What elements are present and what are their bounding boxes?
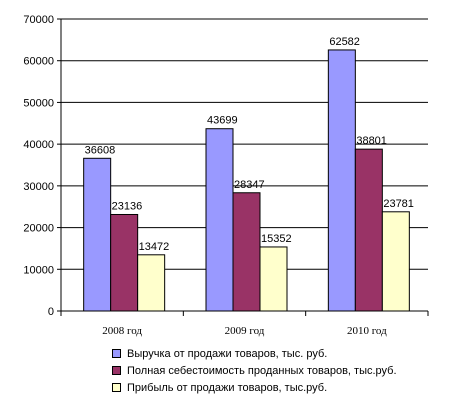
y-axis: 0 10000 20000 30000 40000 50000 60000 70000 — [23, 14, 62, 318]
x-tick-label: 2009 год — [225, 325, 265, 337]
bar — [354, 148, 383, 312]
y-tick-label: 50000 — [23, 97, 54, 109]
data-label: 23781 — [383, 198, 414, 210]
y-tick-label: 10000 — [23, 264, 54, 276]
legend-item: Полная себестоимость проданных товаров, … — [112, 362, 397, 379]
bar — [259, 246, 288, 312]
legend-item: Выручка от продажи товаров, тыс. руб. — [112, 345, 397, 362]
data-label: 38801 — [356, 135, 387, 147]
bar-chart: 0 10000 20000 30000 40000 50000 60000 70000 366… — [23, 14, 429, 337]
bar — [137, 254, 166, 312]
bar — [83, 157, 112, 312]
bars — [83, 49, 410, 312]
bar — [327, 49, 356, 312]
data-label: 28347 — [234, 179, 265, 191]
legend: Выручка от продажи товаров, тыс. руб. Пол… — [112, 345, 397, 396]
data-labels: 36608 23136 13472 43699 28347 15352 62582 38801… — [85, 36, 414, 253]
x-tick-label: 2010 год — [347, 325, 387, 337]
bar — [110, 213, 139, 312]
legend-label: Выручка от продажи товаров, тыс. руб. — [127, 347, 328, 360]
data-label: 43699 — [207, 115, 238, 127]
data-label: 23136 — [112, 200, 143, 212]
y-tick-label: 0 — [48, 306, 54, 318]
x-tick-label: 2008 год — [102, 325, 142, 337]
legend-item: Прибыль от продажи товаров, тыс.руб. — [112, 379, 397, 396]
y-tick-label: 60000 — [23, 56, 54, 68]
y-tick-label: 20000 — [23, 223, 54, 235]
y-tick-label: 40000 — [23, 139, 54, 151]
legend-swatch — [112, 366, 121, 375]
data-label: 13472 — [139, 241, 170, 253]
legend-swatch — [112, 383, 121, 392]
data-label: 15352 — [261, 233, 292, 245]
data-label: 62582 — [329, 36, 360, 48]
y-tick-label: 70000 — [23, 14, 54, 26]
legend-swatch — [112, 349, 121, 358]
bar — [205, 128, 234, 312]
legend-label: Полная себестоимость проданных товаров, … — [127, 364, 397, 377]
x-axis: 2008 год 2009 год 2010 год — [60, 310, 429, 337]
y-tick-label: 30000 — [23, 181, 54, 193]
data-label: 36608 — [85, 144, 116, 156]
legend-label: Прибыль от продажи товаров, тыс.руб. — [127, 381, 328, 394]
bar — [232, 192, 261, 312]
bar — [381, 211, 410, 312]
